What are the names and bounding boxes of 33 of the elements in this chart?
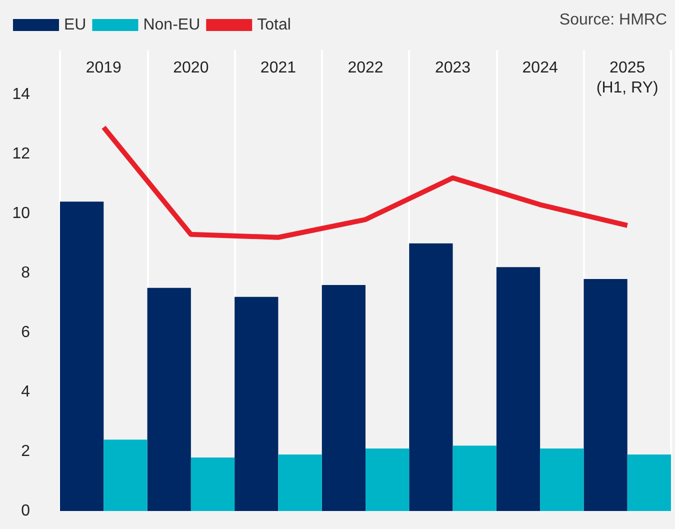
- bar: [322, 284, 366, 511]
- bar: [627, 454, 671, 511]
- bar: [104, 440, 148, 511]
- legend-label: Non-EU: [143, 16, 200, 34]
- bar: [366, 448, 410, 511]
- x-tick-label: 2023: [434, 60, 471, 76]
- y-tick-label: 14: [12, 86, 30, 104]
- y-tick-label: 12: [12, 146, 30, 163]
- y-tick-label: 8: [21, 264, 30, 282]
- x-tick-label: 2025 (H1, RY): [596, 60, 658, 96]
- y-tick-label: 6: [21, 324, 30, 342]
- bar: [60, 202, 104, 511]
- y-tick-label: 10: [12, 205, 30, 222]
- source-note: Source: HMRC: [559, 12, 667, 28]
- legend-label: Total: [257, 16, 291, 34]
- y-tick-label: 0: [21, 502, 30, 520]
- bar: [409, 243, 453, 511]
- y-tick-label: 4: [21, 384, 30, 401]
- bar: [278, 454, 322, 511]
- bar: [452, 446, 496, 511]
- legend-label: EU: [64, 16, 86, 34]
- bar: [234, 296, 278, 511]
- bar: [190, 457, 235, 511]
- x-tick-label: 2022: [348, 60, 384, 76]
- bar: [496, 267, 540, 511]
- x-tick-label: 2019: [86, 60, 122, 76]
- x-tick-label: 2021: [260, 60, 296, 76]
- bar: [540, 448, 584, 511]
- bar: [584, 279, 628, 511]
- x-tick-label: 2020: [173, 60, 209, 76]
- bar: [147, 288, 191, 511]
- y-tick-label: 2: [21, 443, 30, 460]
- x-tick-label: 2024: [522, 60, 558, 76]
